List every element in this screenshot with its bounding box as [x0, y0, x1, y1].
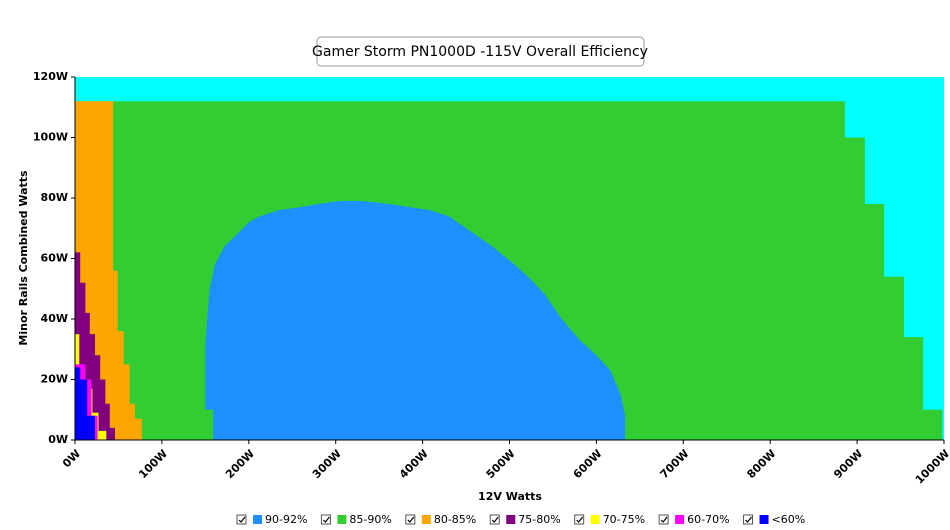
legend-swatch: [590, 515, 600, 524]
x-axis-label: 12V Watts: [478, 490, 542, 503]
legend-check: [660, 516, 668, 523]
legend-checkbox[interactable]: [658, 514, 669, 525]
x-tick-label: 700W: [658, 447, 692, 481]
legend-check: [322, 516, 330, 523]
legend-checkbox[interactable]: [743, 514, 754, 525]
legend-checkbox[interactable]: [574, 514, 585, 525]
y-tick-label: 60W: [41, 252, 68, 265]
x-tick-label: 1000W: [913, 447, 950, 486]
x-tick-label: 900W: [831, 447, 865, 481]
legend-label: 75-80%: [518, 513, 560, 526]
efficiency-region: [205, 201, 626, 440]
legend-swatch: [253, 515, 262, 524]
legend-swatch: [337, 515, 347, 524]
x-tick-label: 300W: [310, 447, 344, 481]
legend-check: [238, 516, 246, 523]
title-box: [316, 36, 645, 67]
legend-swatch: [506, 515, 516, 524]
y-tick-label: 80W: [41, 191, 68, 204]
y-tick-label: 20W: [41, 373, 68, 386]
legend-check: [407, 516, 415, 523]
x-tick-label: 200W: [223, 447, 257, 481]
x-tick-label: 600W: [571, 447, 605, 481]
legend-label: 80-85%: [434, 513, 476, 526]
x-tick-label: 400W: [397, 447, 431, 481]
y-axis-label: Minor Rails Combined Watts: [17, 170, 30, 346]
x-tick-label: 100W: [136, 447, 170, 481]
x-tick-label: 500W: [484, 447, 518, 481]
legend-checkbox[interactable]: [405, 514, 416, 525]
y-tick-label: 40W: [41, 312, 68, 325]
legend-check: [576, 516, 584, 523]
legend-checkbox[interactable]: [236, 514, 247, 525]
legend-checkbox[interactable]: [320, 514, 331, 525]
legend-label: 90-92%: [265, 513, 307, 526]
legend-label: 60-70%: [687, 513, 729, 526]
y-tick-label: 100W: [33, 131, 68, 144]
chart-title: Gamer Storm PN1000D -115V Overall Effici…: [312, 44, 648, 60]
x-tick-label: 0W: [60, 447, 83, 470]
legend-check: [491, 516, 499, 523]
legend-label: <60%: [772, 513, 806, 526]
legend-check: [745, 516, 752, 523]
legend-checkbox[interactable]: [489, 514, 500, 525]
legend-swatch: [675, 515, 685, 524]
y-tick-label: 0W: [48, 433, 68, 446]
legend-swatch: [421, 515, 431, 524]
legend-swatch: [759, 515, 769, 524]
legend-label: 70-75%: [603, 513, 645, 526]
legend-label: 85-90%: [349, 513, 391, 526]
y-tick-label: 120W: [33, 70, 68, 83]
efficiency-region: [75, 367, 95, 440]
x-tick-label: 800W: [744, 447, 778, 481]
